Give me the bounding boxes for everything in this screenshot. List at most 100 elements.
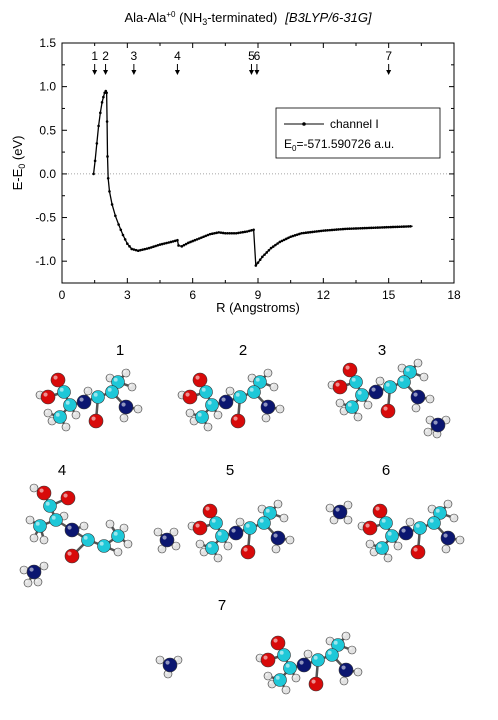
atom-C — [283, 661, 297, 675]
atom-highlight — [413, 392, 418, 397]
molecule-4-nh3 — [19, 561, 49, 588]
atom-highlight — [435, 508, 440, 513]
atom-C — [349, 375, 363, 389]
atom-C — [325, 648, 339, 662]
atom-highlight — [385, 555, 388, 558]
atom-H — [339, 676, 349, 686]
atom-highlight — [41, 563, 44, 566]
series-point — [319, 229, 323, 233]
series-point — [369, 226, 373, 230]
series-point — [230, 231, 234, 235]
atom-highlight — [427, 396, 430, 399]
atom-C — [243, 521, 257, 535]
series-point — [282, 238, 286, 242]
atom-highlight — [279, 650, 284, 655]
atom-highlight — [37, 392, 40, 395]
series-point — [348, 227, 351, 231]
atom-O — [380, 403, 396, 419]
x-tick-label: 12 — [317, 288, 331, 302]
atom-highlight — [39, 488, 44, 493]
atom-highlight — [107, 521, 110, 524]
y-axis-label: E-E0 (eV) — [10, 136, 27, 191]
atom-highlight — [45, 410, 48, 413]
atom-highlight — [273, 546, 276, 549]
atom-highlight — [327, 650, 332, 655]
atom-highlight — [121, 415, 124, 418]
series-point — [400, 225, 404, 228]
atom-highlight — [205, 506, 210, 511]
atom-highlight — [173, 543, 176, 546]
atom-highlight — [207, 543, 212, 548]
atom-highlight — [259, 518, 264, 523]
atom-highlight — [385, 382, 390, 387]
series-point — [177, 244, 180, 247]
series-point — [247, 229, 251, 233]
atom-N — [338, 662, 354, 678]
atom-H — [29, 533, 39, 543]
series-point — [345, 227, 349, 231]
atom-C — [53, 410, 67, 424]
series-point — [315, 230, 319, 233]
series-point — [180, 245, 184, 248]
y-tick-label: 1.5 — [39, 36, 56, 50]
series-point — [287, 236, 290, 240]
atom-highlight — [113, 531, 118, 536]
atom-highlight — [269, 681, 272, 684]
structure-label-3: 3 — [378, 342, 386, 359]
plot-frame — [61, 42, 455, 284]
series-point — [237, 231, 240, 235]
series-point — [271, 245, 275, 248]
series-point — [169, 240, 173, 244]
series-point — [404, 225, 408, 228]
structure-marker-arrowhead — [174, 70, 180, 75]
series-point — [197, 237, 201, 240]
atom-highlight — [49, 418, 52, 421]
atom-highlight — [443, 546, 446, 549]
atom-H — [121, 368, 131, 378]
atom-H — [269, 382, 279, 392]
atom-H — [353, 412, 363, 422]
molecule-6-nh3 — [325, 500, 353, 525]
series-point — [182, 243, 186, 247]
atom-highlight — [225, 543, 228, 546]
atom-highlight — [207, 400, 212, 405]
atom-C — [397, 375, 411, 389]
atom-N — [270, 530, 286, 546]
series-point — [372, 226, 375, 230]
series-point — [128, 245, 131, 248]
series-point — [200, 236, 203, 239]
series-point — [359, 226, 362, 230]
atom-highlight — [341, 408, 344, 411]
structure-marker-arrowhead — [386, 70, 392, 75]
series-point — [110, 203, 114, 206]
atom-N — [296, 657, 312, 673]
series-point — [232, 231, 236, 235]
atom-H — [263, 671, 273, 681]
atom-highlight — [399, 365, 402, 368]
atom-H — [441, 544, 451, 554]
series-point — [119, 228, 123, 232]
series-point — [380, 226, 384, 229]
atom-H — [449, 513, 459, 523]
atom-C — [205, 541, 219, 555]
atom-highlight — [113, 377, 118, 382]
series-point — [149, 246, 153, 249]
atom-O — [410, 544, 426, 560]
series-point — [136, 249, 140, 253]
atom-C — [205, 398, 219, 412]
series-point — [106, 176, 110, 180]
atom-N — [26, 564, 42, 580]
atom-C — [273, 673, 287, 687]
atom-highlight — [457, 537, 460, 540]
molecule-3 — [327, 358, 435, 422]
x-tick-label: 3 — [124, 288, 131, 302]
atom-C — [375, 541, 389, 555]
structure-marker-label-3: 3 — [131, 49, 138, 63]
series-point — [389, 225, 393, 229]
legend-series-label: channel I — [330, 117, 379, 131]
atom-highlight — [355, 414, 358, 417]
atom-highlight — [443, 533, 448, 538]
series-point — [243, 230, 247, 234]
series-point — [250, 229, 253, 232]
structure-markers: 1 2 3 4 56 7 — [91, 49, 392, 75]
